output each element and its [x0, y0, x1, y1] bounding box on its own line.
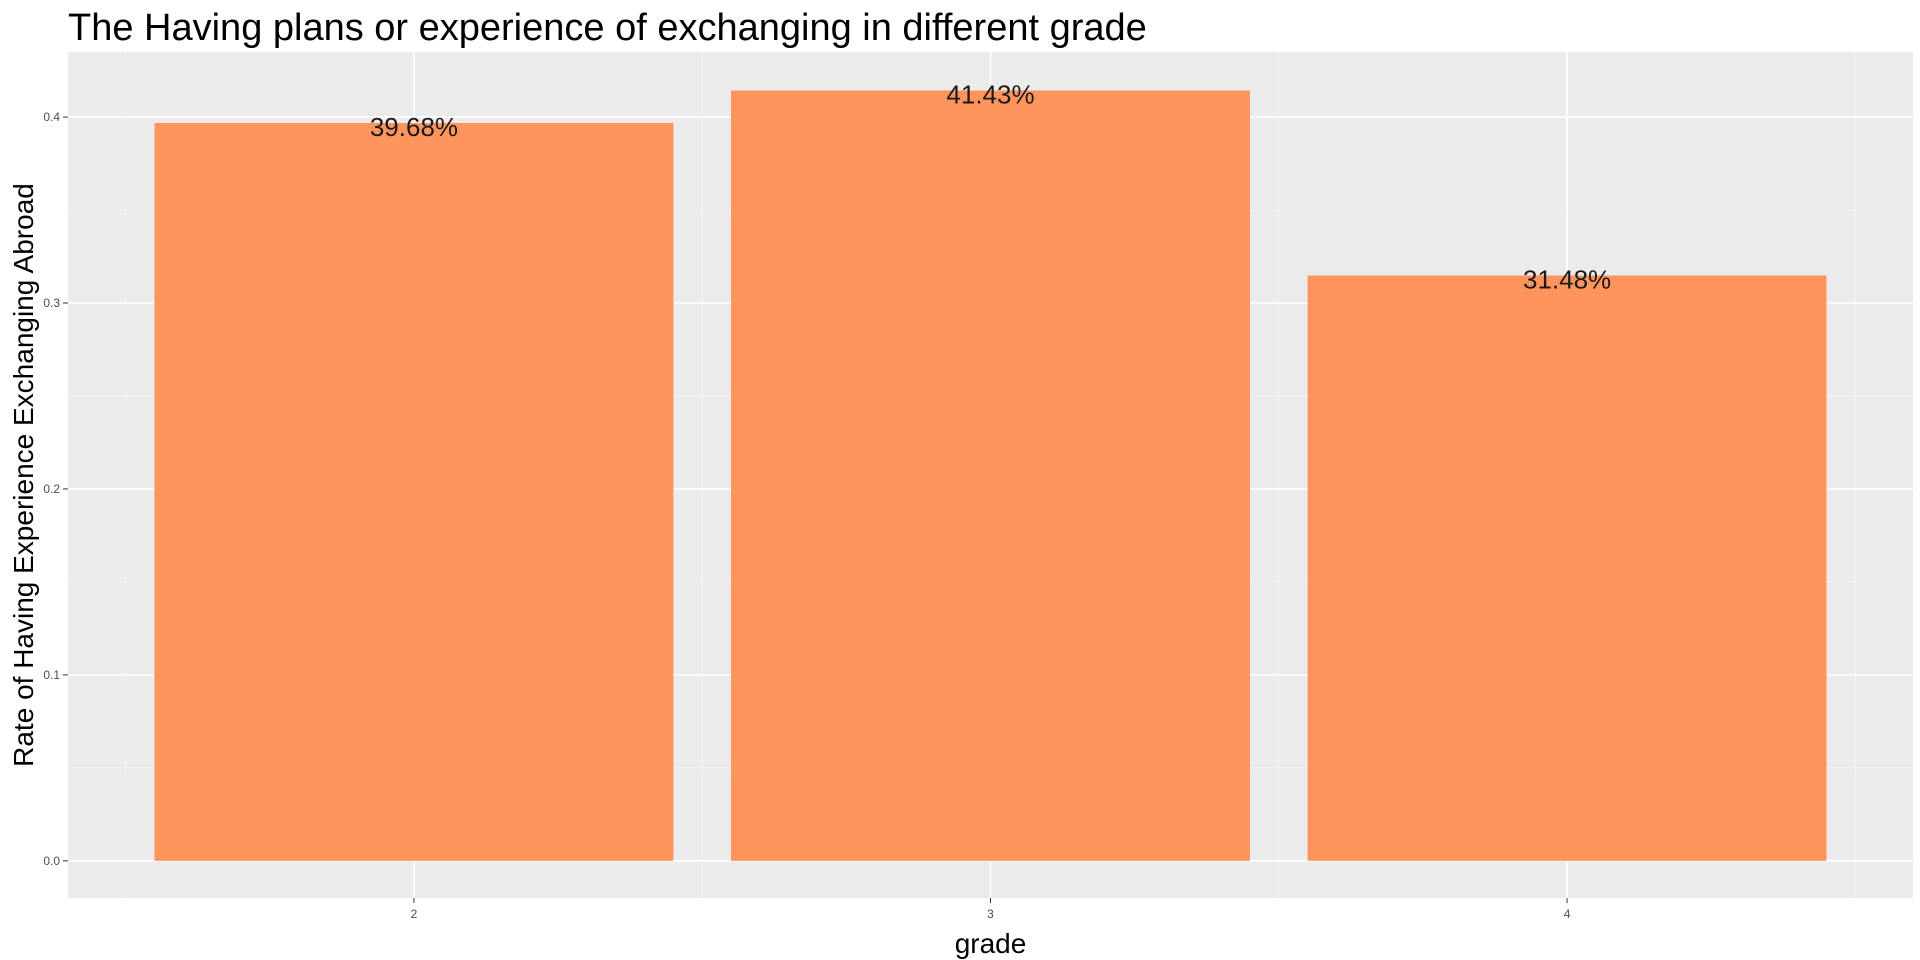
- y-axis-title: Rate of Having Experience Exchanging Abr…: [8, 183, 39, 767]
- bar-data-label: 31.48%: [1523, 264, 1611, 294]
- bar-grade-2: [154, 123, 674, 861]
- x-tick-label: 4: [1564, 907, 1571, 921]
- bar-data-label: 41.43%: [946, 79, 1034, 109]
- bar-data-label: 39.68%: [370, 112, 458, 142]
- y-tick-label: 0.4: [43, 110, 60, 124]
- bar-grade-3: [731, 90, 1250, 861]
- y-tick-label: 0.3: [43, 296, 60, 310]
- x-tick-label: 3: [987, 907, 994, 921]
- data-labels-layer: 39.68% 41.43% 31.48%: [370, 79, 1611, 294]
- bars-layer: [154, 90, 1827, 861]
- x-axis-title: grade: [955, 928, 1027, 959]
- y-tick-label: 0.1: [43, 668, 60, 682]
- ticks-layer: 0.0 0.1 0.2 0.3 0.4 2 3 4: [43, 110, 1570, 921]
- chart-title: The Having plans or experience of exchan…: [68, 7, 1147, 49]
- y-tick-label: 0.2: [43, 482, 60, 496]
- x-tick-label: 2: [411, 907, 418, 921]
- bar-grade-4: [1307, 275, 1827, 861]
- y-tick-label: 0.0: [43, 854, 60, 868]
